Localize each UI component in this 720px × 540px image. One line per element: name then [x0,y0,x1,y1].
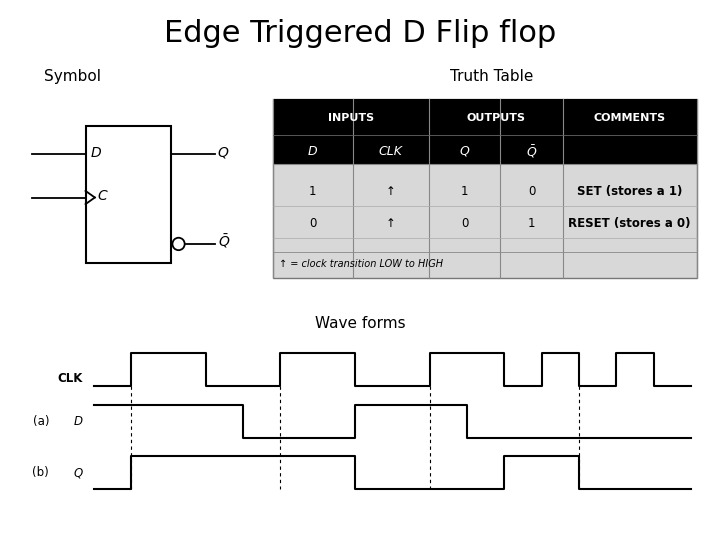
Text: 0: 0 [309,217,317,230]
Bar [273,99,697,164]
Text: CLK: CLK [379,145,403,158]
Text: 1: 1 [461,185,468,198]
Text: 0: 0 [461,217,468,230]
Text: D: D [73,415,83,428]
Bar [86,126,171,263]
Text: OUTPUTS: OUTPUTS [467,113,526,123]
Text: CLK: CLK [58,373,83,386]
Text: Wave forms: Wave forms [315,316,405,331]
Bar [273,99,697,278]
Text: C: C [98,189,107,203]
Text: $\bar{Q}$: $\bar{Q}$ [217,233,230,251]
Text: D: D [91,146,101,159]
Text: ↑: ↑ [386,185,396,198]
Text: 1: 1 [309,185,317,198]
Text: RESET (stores a 0): RESET (stores a 0) [569,217,691,230]
Text: Truth Table: Truth Table [450,69,533,84]
Text: 1: 1 [528,217,535,230]
Text: ↑: ↑ [386,217,396,230]
Text: (a): (a) [32,415,49,428]
Text: Q: Q [459,145,469,158]
Text: (b): (b) [32,466,49,479]
Text: INPUTS: INPUTS [328,113,374,123]
Text: 0: 0 [528,185,535,198]
Text: D: D [308,145,318,158]
Text: Q: Q [73,466,83,479]
Text: Q: Q [217,146,229,159]
Text: ↑ = clock transition LOW to HIGH: ↑ = clock transition LOW to HIGH [279,259,444,269]
Text: $\bar{Q}$: $\bar{Q}$ [526,143,537,159]
Circle shape [173,238,184,250]
Text: Symbol: Symbol [44,69,101,84]
Text: COMMENTS: COMMENTS [594,113,666,123]
Text: SET (stores a 1): SET (stores a 1) [577,185,683,198]
Text: Edge Triggered D Flip flop: Edge Triggered D Flip flop [164,19,556,48]
